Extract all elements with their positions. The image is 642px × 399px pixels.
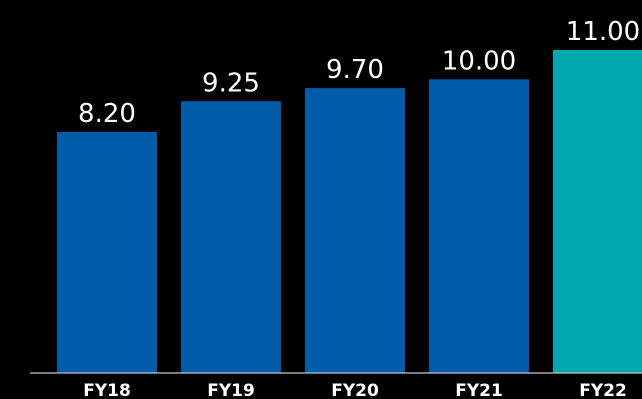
value-label-fy18: 8.20 bbox=[78, 99, 136, 129]
value-label-fy20: 9.70 bbox=[326, 55, 384, 85]
tick-label-fy22: FY22 bbox=[579, 381, 627, 399]
tick-label-fy20: FY20 bbox=[331, 381, 379, 399]
x-axis-tick-labels: FY18 FY19 FY20 FY21 FY22 bbox=[83, 381, 627, 399]
value-label-fy21: 10.00 bbox=[442, 46, 516, 76]
value-label-fy19: 9.25 bbox=[202, 68, 260, 98]
bar-fy22 bbox=[553, 50, 642, 373]
bar-fy18 bbox=[57, 132, 157, 373]
tick-label-fy19: FY19 bbox=[207, 381, 255, 399]
bars-layer bbox=[57, 50, 642, 374]
tick-label-fy18: FY18 bbox=[83, 381, 131, 399]
value-label-fy22: 11.00 bbox=[566, 17, 640, 47]
bar-fy20 bbox=[305, 88, 405, 374]
bar-fy19 bbox=[181, 101, 281, 373]
bar-fy21 bbox=[429, 79, 529, 374]
value-labels-layer: 8.20 9.25 9.70 10.00 11.00 bbox=[78, 17, 640, 129]
tick-label-fy21: FY21 bbox=[455, 381, 503, 399]
